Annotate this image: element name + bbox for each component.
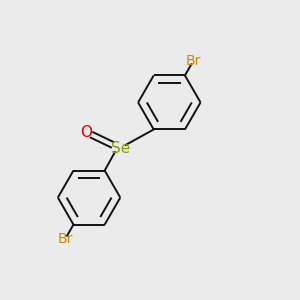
Text: O: O xyxy=(80,125,92,140)
Text: Br: Br xyxy=(58,232,73,246)
Text: Br: Br xyxy=(185,54,201,68)
Text: Se: Se xyxy=(111,141,130,156)
